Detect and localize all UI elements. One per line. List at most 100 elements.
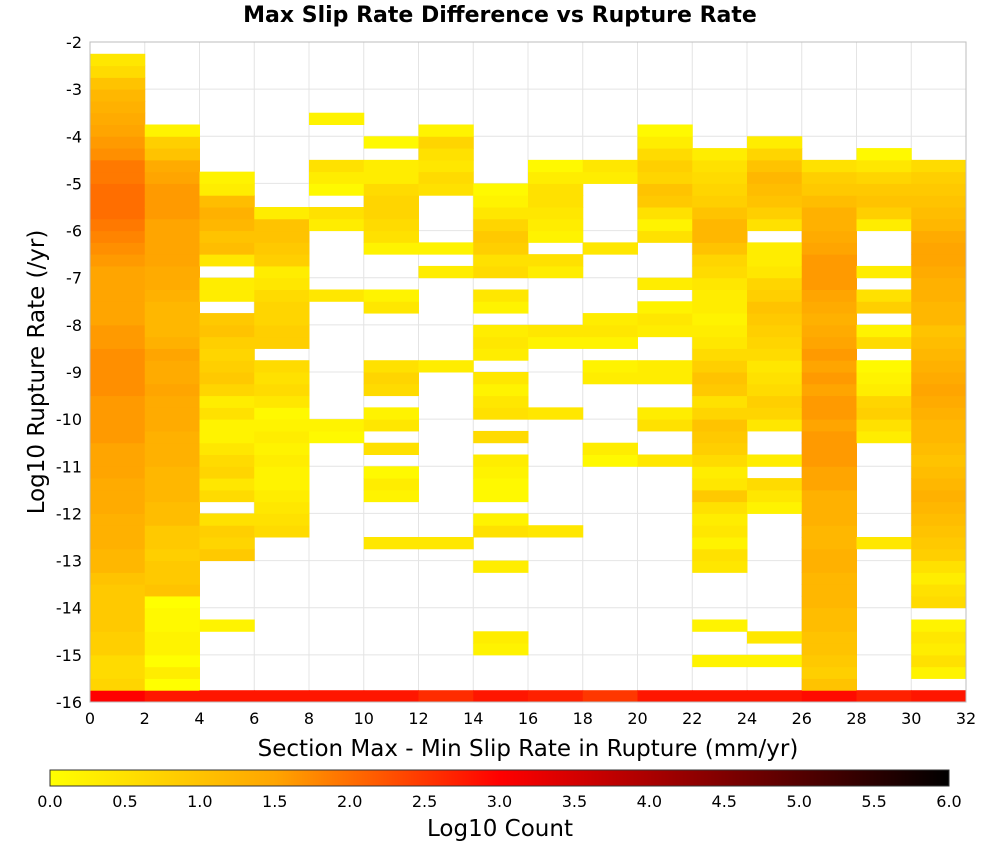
heatmap-cell [254,218,310,232]
heatmap-cell [747,148,803,161]
heatmap-cell [528,183,584,196]
heatmap-cell [144,136,200,149]
heatmap-cell [363,195,419,208]
heatmap-cell [90,89,146,102]
heatmap-cell [637,159,693,173]
heatmap-cell [747,207,803,220]
heatmap-cell [637,183,693,196]
x-tick-label: 16 [518,709,538,728]
heatmap-cell [692,336,748,349]
heatmap-cell [254,690,310,703]
heatmap-cell [199,619,255,632]
heatmap-cell [473,513,529,526]
heatmap-cell [363,419,419,432]
heatmap-cell [582,242,638,255]
colorbar-label: Log10 Count [427,816,573,842]
heatmap-cell [473,372,529,385]
heatmap-cell [801,265,857,279]
heatmap-cell [90,289,146,302]
heatmap-cell [473,289,529,302]
heatmap-cell [144,454,200,467]
heatmap-cell [473,489,529,503]
heatmap-cell [692,478,748,491]
heatmap-cell [363,383,419,397]
heatmap-cell [144,560,200,573]
heatmap-cell [199,407,255,420]
heatmap-cell [747,654,803,668]
x-tick-label: 12 [408,709,428,728]
heatmap-cell [911,395,967,408]
y-tick-label: -11 [56,457,82,476]
heatmap-cell [363,218,419,232]
heatmap-cell [90,619,146,632]
heatmap-cell [582,442,638,455]
heatmap-cell [911,254,967,267]
heatmap-cell [144,595,200,609]
heatmap-cell [90,324,146,338]
heatmap-cell [801,690,857,703]
heatmap-cell [199,207,255,220]
heatmap-cell [144,607,200,620]
heatmap-cell [254,254,310,267]
heatmap-cell [90,360,146,373]
heatmap-cell [254,442,310,455]
heatmap-cell [528,218,584,232]
colorbar-tick-label: 2.5 [412,792,437,811]
heatmap-cell [637,690,693,703]
heatmap-cell [144,383,200,397]
heatmap-cell [90,690,146,703]
heatmap-cell [309,289,365,302]
heatmap-cell [856,171,912,184]
colorbar [49,769,950,787]
heatmap-cell [90,595,146,609]
heatmap-cell [801,654,857,668]
heatmap-cell [144,148,200,161]
heatmap-cell [254,383,310,397]
y-tick-label: -7 [66,269,82,288]
heatmap-cell [637,372,693,385]
heatmap-cell [90,372,146,385]
heatmap-cell [911,466,967,479]
heatmap-cell [692,560,748,573]
y-axis-label: Log10 Rupture Rate (/yr) [24,230,50,515]
heatmap-cell [199,230,255,243]
heatmap-cell [747,383,803,397]
heatmap-cell [801,171,857,184]
y-tick-label: -5 [66,174,82,193]
heatmap-cell [801,643,857,656]
heatmap-cell [528,254,584,267]
heatmap-cell [363,372,419,385]
heatmap-cell [363,301,419,314]
x-tick-label: 26 [792,709,812,728]
heatmap-cell [582,372,638,385]
colorbar-tick-label: 5.0 [786,792,811,811]
heatmap-cell [144,489,200,503]
heatmap-cell [309,430,365,444]
heatmap-cell [473,207,529,220]
heatmap-cell [911,537,967,550]
heatmap-cell [199,430,255,444]
heatmap-cell [199,313,255,326]
y-tick-label: -2 [66,33,82,52]
heatmap-cell [692,289,748,302]
heatmap-cell [473,242,529,255]
heatmap-cell [144,419,200,432]
heatmap-cell [90,230,146,243]
heatmap-cell [747,395,803,408]
heatmap-cell [144,513,200,526]
heatmap-cell [90,265,146,279]
y-tick-label: -15 [56,646,82,665]
heatmap-cell [582,336,638,349]
heatmap-cell [473,254,529,267]
x-tick-label: 2 [140,709,150,728]
heatmap-cell [90,572,146,585]
heatmap-cell [692,277,748,290]
heatmap-cell [528,159,584,173]
heatmap-cell [801,383,857,397]
heatmap-cell [90,501,146,514]
heatmap-cell [144,548,200,562]
heatmap-cell [90,525,146,538]
y-tick-label: -4 [66,127,82,146]
heatmap-cell [254,419,310,432]
heatmap-cell [856,301,912,314]
